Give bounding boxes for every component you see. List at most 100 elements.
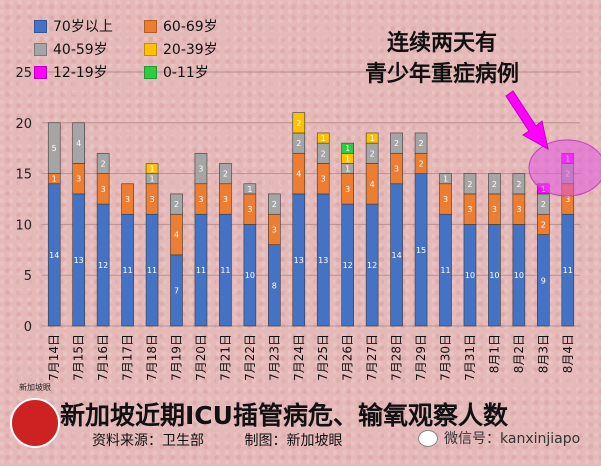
legend-swatch (34, 19, 47, 33)
bar-data-label: 2 (492, 180, 497, 189)
bar-data-label: 11 (147, 266, 157, 275)
legend-label: 70岁以上 (53, 19, 113, 35)
bar-segment (316, 132, 330, 144)
bar-segment (47, 122, 61, 174)
x-tick-label: 7月17日 (121, 334, 135, 381)
annotation-line1: 连续两天有 (386, 31, 497, 56)
bar-data-label: 3 (321, 175, 326, 184)
logo-icon (10, 398, 60, 448)
bar-data-label: 1 (443, 175, 448, 184)
bar-data-label: 13 (294, 256, 304, 265)
y-tick-label: 15 (15, 168, 32, 183)
legend-label: 0-11岁 (163, 65, 209, 81)
legend-swatch (34, 65, 47, 79)
x-tick-label: 7月23日 (267, 334, 281, 381)
bar-data-label: 2 (223, 170, 228, 179)
bar-data-label: 2 (370, 149, 375, 158)
bar-data-label: 3 (467, 205, 472, 214)
bar-segment (219, 163, 232, 185)
bar-data-label: 3 (198, 165, 203, 174)
bar-data-label: 11 (196, 266, 206, 275)
bar-segment (72, 122, 85, 164)
bar-data-label: 9 (541, 276, 546, 285)
logo-label: 新加坡眼 (19, 383, 51, 392)
legend-swatch (144, 42, 157, 56)
x-tick-label: 7月19日 (170, 334, 184, 381)
y-tick-label: 20 (15, 117, 32, 132)
x-tick-label: 8月1日 (487, 334, 501, 373)
x-tick-label: 8月4日 (561, 334, 575, 373)
legend-item: 60-69岁 (144, 16, 218, 36)
bar-data-label: 3 (492, 205, 497, 214)
bar-data-label: 4 (370, 180, 375, 189)
y-tick-label: 10 (15, 218, 32, 233)
annotation-overlay (505, 90, 601, 197)
x-tick-label: 7月14日 (47, 334, 61, 381)
bar-segment (488, 173, 501, 195)
bar-data-label: 3 (223, 195, 228, 204)
bar-data-label: 2 (516, 180, 521, 189)
highlight-ellipse (528, 139, 601, 197)
x-axis: 7月14日 7月15日 7月16日 7月17日 7月18日 7月19日 7月20日 7月21日… (47, 334, 575, 381)
bar-data-label: 10 (245, 271, 255, 280)
x-tick-label: 7月22日 (243, 334, 257, 381)
bar-data-label: 1 (345, 154, 350, 163)
bar-data-label: 3 (394, 165, 399, 174)
x-tick-label: 7月25日 (316, 334, 330, 381)
legend-swatch (34, 42, 47, 56)
legend-item: 70岁以上 (34, 16, 113, 36)
bar-data-label: 3 (443, 195, 448, 204)
source-text: 资料来源：卫生部 (92, 433, 204, 449)
x-tick-label: 7月18日 (145, 334, 159, 381)
legend-label: 12-19岁 (53, 65, 108, 81)
bar-data-label: 11 (220, 266, 230, 275)
bar-data-label: 1 (370, 134, 375, 143)
bar-data-label: 12 (367, 261, 377, 270)
bar-data-label: 8 (272, 281, 277, 290)
x-tick-label: 7月16日 (96, 334, 110, 381)
wechat-id: 微信号：kanxinjiapo (418, 428, 580, 448)
bar-data-label: 4 (174, 231, 179, 240)
bar-series: 1415133412321131131174211331132103183213… (47, 112, 575, 327)
bar-segment (145, 163, 159, 174)
bar-data-label: 11 (122, 266, 132, 275)
arrow-icon (505, 90, 549, 150)
bar-data-label: 2 (174, 200, 179, 209)
bar-data-label: 4 (76, 139, 81, 148)
bar-data-label: 3 (247, 205, 252, 214)
x-tick-label: 7月28日 (390, 334, 404, 381)
made-by-text: 制图：新加坡眼 (244, 433, 343, 449)
bar-data-label: 2 (418, 139, 423, 148)
x-tick-label: 7月27日 (365, 334, 379, 381)
annotation-text: 连续两天有 青少年重症病例 (342, 28, 542, 90)
bar-segment (170, 193, 183, 215)
bar-data-label: 1 (345, 144, 350, 153)
bar-segment (243, 183, 257, 195)
bar-data-label: 3 (198, 195, 203, 204)
bar-data-label: 2 (101, 159, 106, 168)
bar-segment (365, 132, 379, 144)
bar-data-label: 2 (296, 139, 301, 148)
bar-data-label: 2 (541, 220, 546, 229)
bar-segment (414, 132, 428, 154)
x-tick-label: 7月26日 (341, 334, 355, 381)
wechat-icon (418, 429, 438, 447)
bar-data-label: 3 (101, 185, 106, 194)
bar-segment (121, 183, 134, 215)
bar-data-label: 14 (391, 251, 401, 260)
chart-title: 新加坡近期ICU插管病危、输氧观察人数 (60, 401, 508, 430)
y-axis: 0 5 10 15 20 25 (15, 66, 32, 335)
x-tick-label: 7月21日 (218, 334, 232, 381)
bar-data-label: 3 (516, 205, 521, 214)
bar-segment (194, 152, 208, 185)
x-tick-label: 8月3日 (536, 334, 550, 373)
bar-data-label: 2 (467, 180, 472, 189)
bar-segment (390, 132, 403, 154)
legend-label: 40-59岁 (53, 42, 108, 58)
bar-data-label: 1 (149, 175, 154, 184)
bar-data-label: 10 (489, 271, 499, 280)
bar-segment (96, 152, 110, 174)
x-tick-label: 8月2日 (512, 334, 526, 373)
x-tick-label: 7月15日 (72, 334, 86, 381)
